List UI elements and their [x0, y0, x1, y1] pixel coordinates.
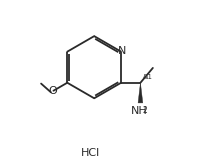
Text: 2: 2: [143, 106, 147, 115]
Text: N: N: [118, 46, 126, 56]
Polygon shape: [138, 83, 143, 103]
Text: O: O: [49, 86, 57, 96]
Text: NH: NH: [131, 106, 148, 116]
Text: HCl: HCl: [81, 148, 101, 158]
Text: &1: &1: [143, 74, 153, 80]
